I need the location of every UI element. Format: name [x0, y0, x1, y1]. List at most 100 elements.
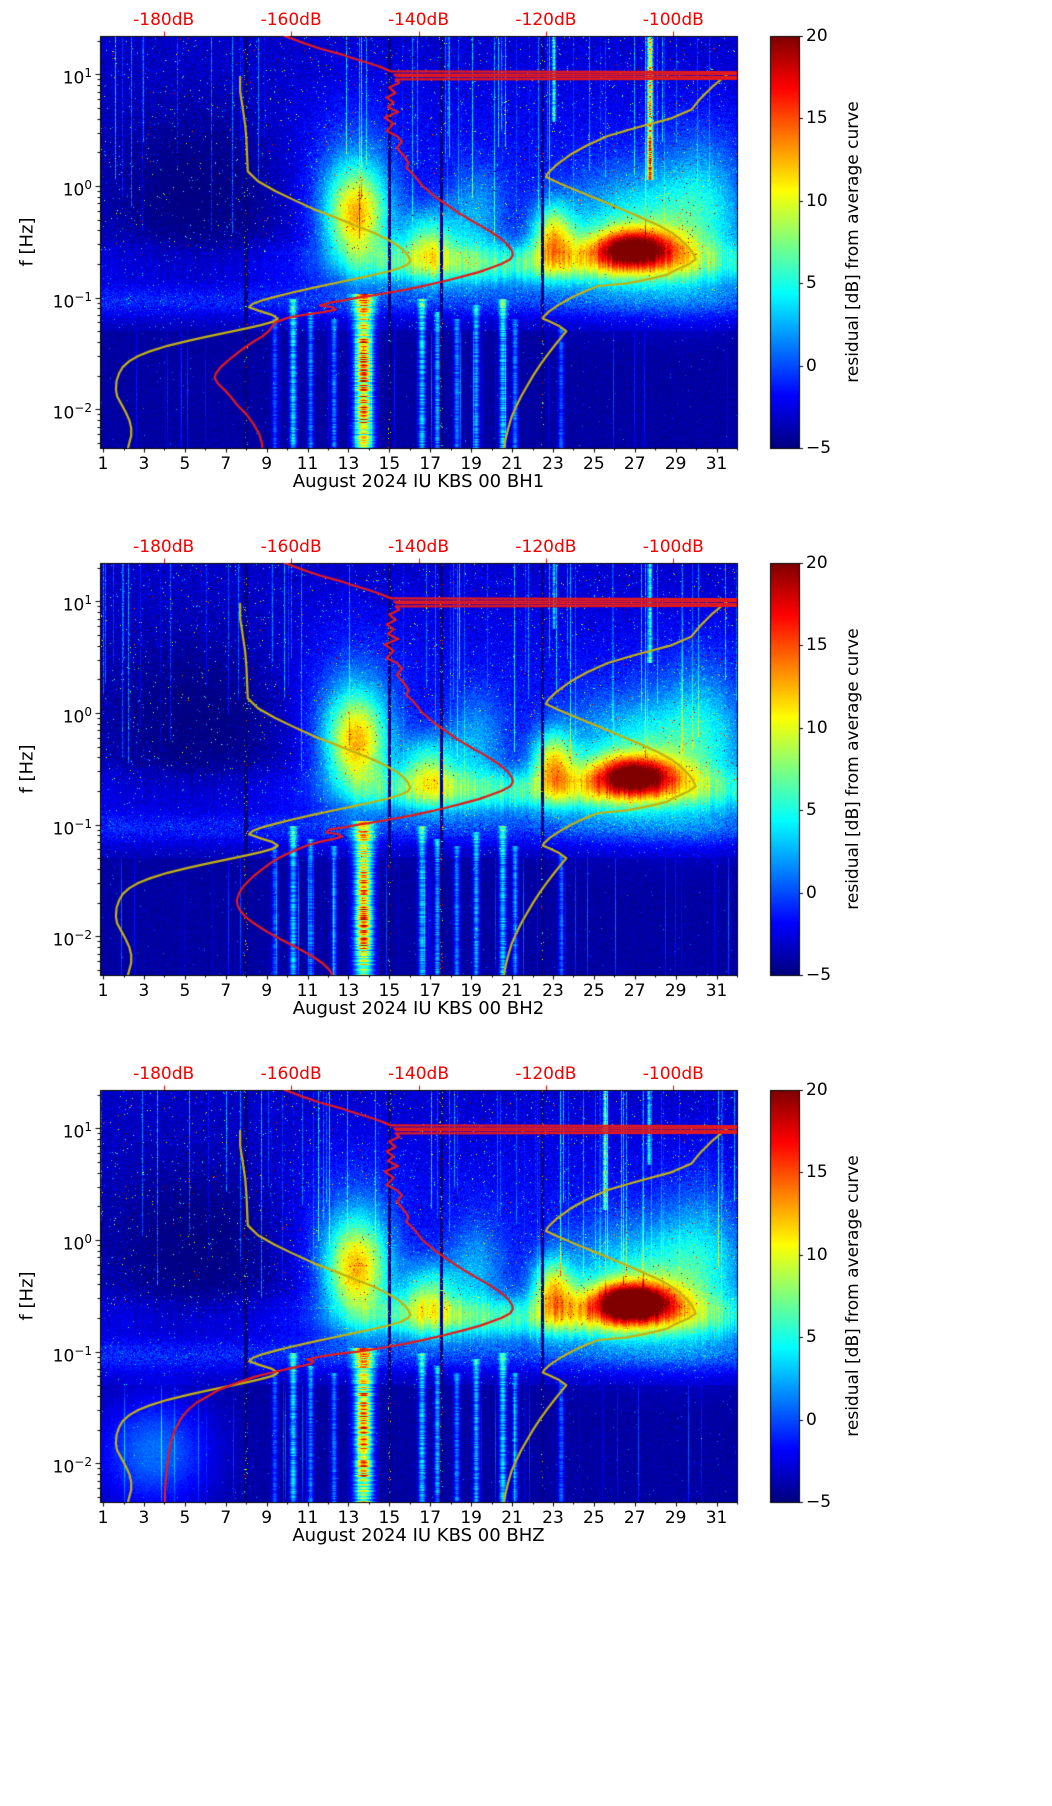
x-axis-tick-label: 13 — [337, 1508, 360, 1528]
x-axis-tick-label: 9 — [261, 981, 273, 1001]
colorbar-tick-label: 5 — [806, 273, 817, 294]
x-axis-tick-label: 23 — [542, 981, 564, 1001]
x-axis-tick-label: 7 — [220, 981, 232, 1001]
x-axis-tick-label: 19 — [460, 1508, 482, 1528]
top-axis-tick-label: -160dB — [260, 10, 322, 30]
x-axis-tick-label: 11 — [296, 1508, 319, 1528]
x-axis-tick-label: 19 — [460, 981, 482, 1001]
x-axis-tick-label: 7 — [220, 454, 232, 474]
x-axis-title-bhz: August 2024 IU KBS 00 BHZ — [292, 1525, 545, 1546]
colorbar-tick-label: 5 — [806, 800, 817, 821]
colorbar-tick-label: 10 — [806, 717, 828, 738]
top-axis-tick-label: -180dB — [133, 1064, 195, 1084]
x-axis-tick-label: 27 — [623, 454, 646, 474]
x-axis-tick-label: 11 — [296, 454, 319, 474]
x-axis-tick-label: 5 — [179, 1508, 191, 1528]
colorbar-tick-label: −5 — [806, 438, 832, 458]
colorbar-tick-label: 15 — [806, 635, 828, 656]
top-axis-tick-label: -140dB — [387, 1064, 450, 1084]
y-axis-tick-label: 101 — [62, 593, 92, 616]
top-axis-tick-label: -120dB — [515, 537, 577, 557]
y-axis-tick-label: 100 — [62, 1231, 92, 1255]
top-axis-tick-label: -140dB — [387, 10, 450, 30]
x-axis-tick-label: 1 — [97, 981, 109, 1001]
x-axis-tick-label: 17 — [419, 454, 442, 474]
x-axis-tick-label: 25 — [583, 1508, 605, 1528]
colorbar-tick-label: 0 — [806, 882, 817, 903]
x-axis-tick-label: 29 — [664, 981, 687, 1001]
spectrogram-canvas-bh2 — [0, 527, 1052, 1054]
y-axis-tick-label: 10−2 — [52, 928, 92, 951]
colorbar-tick-label: 15 — [806, 108, 828, 129]
y-axis-title-bhz: f [Hz] — [16, 1271, 38, 1321]
x-axis-title-bh1: August 2024 IU KBS 00 BH1 — [292, 471, 545, 492]
x-axis-tick-label: 13 — [337, 454, 360, 474]
x-axis-tick-label: 27 — [623, 1508, 646, 1528]
y-axis-tick-label: 10−2 — [52, 401, 92, 424]
x-axis-tick-label: 29 — [664, 454, 687, 474]
top-axis-tick-label: -100dB — [642, 537, 704, 557]
x-axis-tick-label: 15 — [378, 981, 401, 1001]
spectrogram-panel-bh1: August 2024 IU KBS 00 BH1 f [Hz] residua… — [0, 0, 1052, 527]
x-axis-tick-label: 17 — [419, 1508, 442, 1528]
x-axis-tick-label: 31 — [705, 454, 728, 474]
colorbar-title-bh1: residual [dB] from average curve — [843, 101, 863, 383]
y-axis-title-bh2: f [Hz] — [16, 744, 38, 794]
top-axis-tick-label: -120dB — [515, 10, 577, 30]
spectrogram-panel-bh2: August 2024 IU KBS 00 BH2 f [Hz] residua… — [0, 527, 1052, 1054]
x-axis-tick-label: 3 — [138, 981, 150, 1001]
x-axis-tick-label: 3 — [138, 454, 150, 474]
top-axis-tick-label: -120dB — [515, 1064, 577, 1084]
top-axis-tick-label: -100dB — [642, 1064, 704, 1084]
top-axis-tick-label: -180dB — [133, 537, 195, 557]
x-axis-title-bh2: August 2024 IU KBS 00 BH2 — [292, 998, 545, 1019]
x-axis-tick-label: 21 — [501, 454, 523, 474]
x-axis-tick-label: 25 — [583, 454, 605, 474]
x-axis-tick-label: 5 — [179, 454, 191, 474]
y-axis-tick-label: 10−1 — [52, 289, 92, 313]
x-axis-tick-label: 9 — [261, 1508, 273, 1528]
spectrogram-canvas-bhz — [0, 1054, 1052, 1581]
x-axis-tick-label: 7 — [220, 1508, 232, 1528]
spectrogram-canvas-bh1 — [0, 0, 1052, 527]
x-axis-tick-label: 29 — [664, 1508, 687, 1528]
colorbar-tick-label: 15 — [806, 1162, 828, 1183]
y-axis-tick-label: 101 — [62, 1120, 92, 1143]
top-axis-tick-label: -160dB — [260, 537, 322, 557]
colorbar-tick-label: 0 — [806, 355, 817, 376]
colorbar-title-bhz: residual [dB] from average curve — [843, 1155, 863, 1437]
colorbar-tick-label: 10 — [806, 190, 828, 211]
y-axis-tick-label: 101 — [62, 66, 92, 89]
y-axis-tick-label: 100 — [62, 177, 92, 201]
x-axis-tick-label: 21 — [501, 981, 523, 1001]
x-axis-tick-label: 15 — [378, 454, 401, 474]
colorbar-tick-label: 10 — [806, 1244, 828, 1265]
x-axis-tick-label: 15 — [378, 1508, 401, 1528]
top-axis-tick-label: -140dB — [387, 537, 450, 557]
x-axis-tick-label: 3 — [138, 1508, 150, 1528]
spectrogram-panel-bhz: August 2024 IU KBS 00 BHZ f [Hz] residua… — [0, 1054, 1052, 1581]
y-axis-tick-label: 100 — [62, 704, 92, 728]
x-axis-tick-label: 25 — [583, 981, 605, 1001]
y-axis-tick-label: 10−1 — [52, 816, 92, 840]
x-axis-tick-label: 17 — [419, 981, 442, 1001]
colorbar-tick-label: 20 — [806, 553, 828, 573]
x-axis-tick-label: 27 — [623, 981, 646, 1001]
colorbar-tick-label: −5 — [806, 965, 832, 985]
top-axis-tick-label: -160dB — [260, 1064, 322, 1084]
top-axis-tick-label: -100dB — [642, 10, 704, 30]
x-axis-tick-label: 23 — [542, 1508, 564, 1528]
x-axis-tick-label: 5 — [179, 981, 191, 1001]
colorbar-tick-label: −5 — [806, 1492, 832, 1512]
x-axis-tick-label: 9 — [261, 454, 273, 474]
x-axis-tick-label: 23 — [542, 454, 564, 474]
x-axis-tick-label: 1 — [97, 1508, 109, 1528]
x-axis-tick-label: 1 — [97, 454, 109, 474]
y-axis-title-bh1: f [Hz] — [16, 217, 38, 267]
colorbar-tick-label: 0 — [806, 1409, 817, 1430]
x-axis-tick-label: 11 — [296, 981, 319, 1001]
x-axis-tick-label: 13 — [337, 981, 360, 1001]
y-axis-tick-label: 10−2 — [52, 1455, 92, 1478]
top-axis-tick-label: -180dB — [133, 10, 195, 30]
colorbar-tick-label: 20 — [806, 26, 828, 46]
